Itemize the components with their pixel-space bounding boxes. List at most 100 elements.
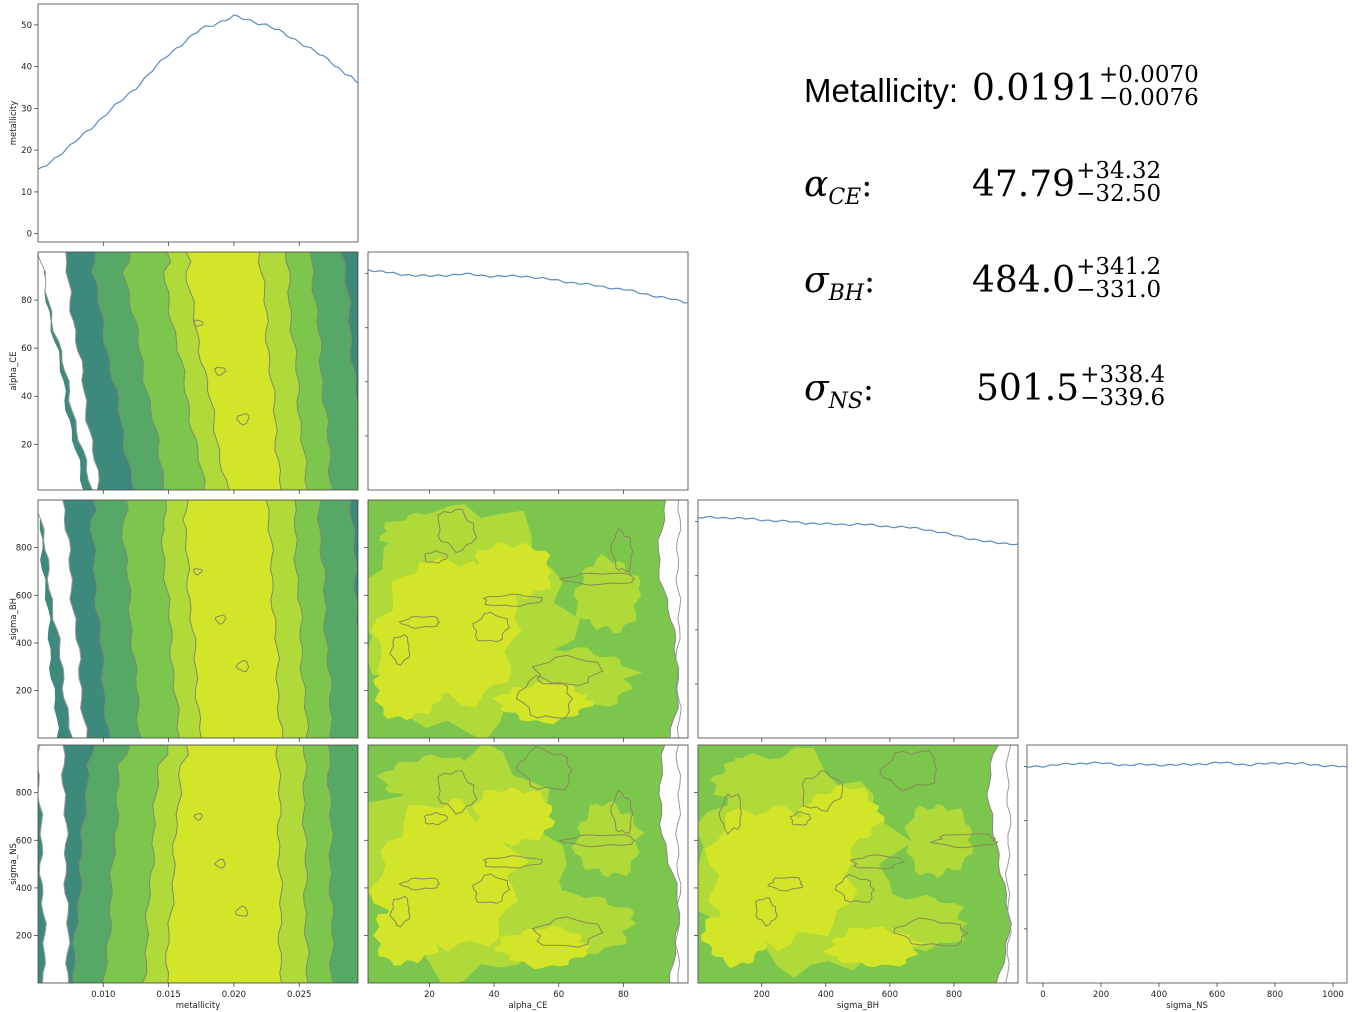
density-metallicity-vs-sigma_NS-island-contour	[193, 812, 203, 821]
density-metallicity-vs-sigma_BH-y-tick-label: 400	[16, 639, 32, 649]
density-metallicity-vs-sigma_NS-y-tick-label: 600	[16, 836, 32, 846]
density-alpha_CE-vs-sigma_BH-contour-line	[389, 633, 411, 666]
density-sigma_BH-vs-sigma_NS-density-blob	[710, 753, 812, 806]
sigma-bh-summary-label: σBH:	[804, 260, 876, 306]
density-metallicity-vs-sigma_BH-outer-contour	[38, 500, 88, 738]
density-alpha_CE-vs-sigma_BH-density-blob	[472, 542, 553, 602]
sigma-ns-summary-value: 501.5 +338.4 −339.6	[976, 362, 1166, 411]
metallicity-summary-value: 0.0191 +0.0070 −0.0076	[972, 62, 1199, 111]
hist-y-tick-label: 20	[21, 146, 32, 156]
density-alpha_CE-vs-sigma_NS-contour-line	[482, 855, 543, 869]
alpha_CE-y-axis-label: alpha_CE	[9, 351, 19, 390]
density-metallicity-vs-alpha_CE-island-contour	[193, 319, 204, 327]
marginal-frame-sigma_BH	[697, 499, 1019, 739]
marginal-line-metallicity	[37, 14, 359, 170]
density-alpha_CE-vs-sigma_NS-contour-line	[531, 916, 604, 948]
sigma_BH-y-axis-label: sigma_BH	[9, 598, 19, 640]
density-metallicity-vs-sigma_NS-x-tick-label: 0.010	[91, 990, 115, 1000]
density-alpha_CE-vs-sigma_BH-frame	[367, 499, 689, 739]
density-metallicity-vs-sigma_NS-y-tick-label: 800	[16, 789, 32, 799]
density-sigma_BH-vs-sigma_NS-x-tick-label: 400	[818, 990, 834, 1000]
density-alpha_CE-vs-sigma_BH-panel	[368, 500, 688, 738]
density-alpha_CE-vs-sigma_NS-density-blob	[571, 801, 645, 878]
density-alpha_CE-vs-sigma_BH-density-blob	[379, 508, 481, 563]
density-sigma_BH-vs-sigma_NS-contour-line	[834, 874, 875, 904]
density-alpha_CE-vs-sigma_BH-contour-line	[610, 527, 634, 573]
density-sigma_BH-vs-sigma_NS-contour-line	[801, 769, 844, 812]
density-alpha_CE-vs-sigma_NS-frame	[367, 744, 689, 984]
density-metallicity-vs-alpha_CE-frame	[37, 251, 359, 491]
sigma-ns-x-tick-label: 400	[1151, 990, 1167, 1000]
hist-y-tick-label: 30	[21, 104, 32, 114]
density-sigma_BH-vs-sigma_NS-edge-contour	[986, 745, 1018, 983]
alpha_CE-x-axis-label: alpha_CE	[508, 1001, 547, 1011]
alpha-ce-plus-error: +34.32	[1076, 158, 1162, 184]
marginal-frame-metallicity	[37, 3, 359, 243]
density-metallicity-vs-sigma_NS-x-tick-label: 0.020	[222, 990, 246, 1000]
density-metallicity-vs-sigma_BH-y-tick-label: 200	[16, 687, 32, 697]
density-alpha_CE-vs-sigma_BH-density-blob	[373, 660, 443, 721]
density-metallicity-vs-sigma_NS-panel	[38, 745, 358, 983]
density-alpha_CE-vs-sigma_BH-contour-line	[482, 593, 543, 607]
density-alpha_CE-vs-sigma_BH-contour-line	[531, 654, 604, 687]
density-alpha_CE-vs-sigma_BH-edge-contour	[657, 500, 688, 738]
density-sigma_BH-vs-sigma_NS-contour-line	[879, 750, 937, 792]
density-sigma_BH-vs-sigma_NS-frame	[697, 744, 1019, 984]
sigma-ns-summary-label: σNS:	[804, 368, 875, 414]
sigma_NS-y-axis-label: sigma_NS	[9, 843, 19, 885]
alpha-ce-summary-value: 47.79 +34.32 −32.50	[972, 158, 1162, 207]
marginal-line-sigma_NS	[1026, 761, 1348, 768]
density-sigma_BH-vs-sigma_NS-contour-line	[849, 854, 906, 870]
sigma-ns-x-tick-label: 200	[1093, 990, 1109, 1000]
density-alpha_CE-vs-sigma_NS-contour-line	[398, 877, 441, 891]
metallicity-minus-error: −0.0076	[1098, 85, 1199, 111]
density-alpha_CE-vs-sigma_NS-x-tick-label: 20	[424, 990, 435, 1000]
density-metallicity-vs-sigma_NS-level-4	[165, 745, 284, 983]
sigma-bh-summary-value: 484.0 +341.2 −331.0	[972, 254, 1162, 303]
marginal-frame-alpha_CE	[367, 251, 689, 491]
sigma-ns-x-tick-label: 0	[1040, 990, 1045, 1000]
density-alpha_CE-vs-sigma_NS-x-tick-label: 60	[553, 990, 564, 1000]
density-sigma_BH-vs-sigma_NS-x-tick-label: 600	[882, 990, 898, 1000]
density-alpha_CE-vs-sigma_BH-contour-line	[515, 675, 574, 720]
density-metallicity-vs-alpha_CE-y-tick-label: 40	[21, 392, 32, 402]
density-metallicity-vs-sigma_NS-island-contour	[235, 905, 249, 917]
metallicity-summary: Metallicity: 0.0191 +0.0070 −0.0076	[800, 60, 1320, 120]
metallicity-x-axis-label: metallicity	[176, 1001, 221, 1011]
density-sigma_BH-vs-sigma_NS-x-tick-label: 200	[754, 990, 770, 1000]
density-metallicity-vs-alpha_CE-panel	[38, 252, 358, 490]
density-alpha_CE-vs-sigma_NS-density-blob	[494, 926, 590, 970]
density-metallicity-vs-sigma_NS-island-contour	[214, 858, 226, 869]
metallicity-plus-error: +0.0070	[1098, 62, 1199, 88]
sigma-bh-summary: σBH: 484.0 +341.2 −331.0	[800, 252, 1320, 312]
density-sigma_BH-vs-sigma_NS-density-blob	[797, 785, 885, 850]
density-metallicity-vs-sigma_NS-x-tick-label: 0.025	[287, 990, 311, 1000]
density-alpha_CE-vs-sigma_NS-contour-line	[610, 789, 634, 834]
density-alpha_CE-vs-sigma_NS-density-blob	[472, 786, 556, 847]
density-metallicity-vs-sigma_BH-y-tick-label: 600	[16, 591, 32, 601]
density-sigma_BH-vs-sigma_NS-contour-line	[718, 793, 742, 836]
density-alpha_CE-vs-sigma_NS-right-contour	[674, 745, 688, 983]
alpha-ce-minus-error: −32.50	[1076, 181, 1162, 207]
hist-y-tick-label: 10	[21, 188, 32, 198]
sigma-ns-x-tick-label: 1000	[1322, 990, 1344, 1000]
density-metallicity-vs-alpha_CE-y-tick-label: 60	[21, 344, 32, 354]
density-metallicity-vs-alpha_CE-island-contour	[236, 412, 250, 426]
density-metallicity-vs-alpha_CE-y-tick-label: 20	[21, 440, 32, 450]
density-metallicity-vs-sigma_BH-island-contour	[235, 660, 250, 673]
density-alpha_CE-vs-sigma_BH-contour-line	[398, 615, 441, 629]
sigma_BH-x-axis-label: sigma_BH	[837, 1001, 879, 1011]
posterior-summary: Metallicity: 0.0191 +0.0070 −0.0076 αCE: 4…	[800, 60, 1320, 440]
sigma-ns-x-tick-label: 600	[1209, 990, 1225, 1000]
density-alpha_CE-vs-sigma_NS-x-tick-label: 80	[618, 990, 629, 1000]
density-metallicity-vs-sigma_NS-frame	[37, 744, 359, 984]
density-alpha_CE-vs-sigma_BH-contour-line	[558, 572, 636, 586]
marginal-frame-sigma_NS	[1026, 744, 1348, 984]
density-metallicity-vs-sigma_NS-outer-contour	[38, 745, 71, 983]
density-alpha_CE-vs-sigma_NS-contour-line	[423, 811, 448, 826]
density-sigma_BH-vs-sigma_NS-density-blob	[823, 926, 926, 968]
density-metallicity-vs-sigma_NS-y-tick-label: 400	[16, 884, 32, 894]
density-alpha_CE-vs-sigma_NS-contour-line	[437, 770, 478, 815]
density-metallicity-vs-alpha_CE-island-contour	[214, 366, 227, 376]
sigma-bh-minus-error: −331.0	[1076, 277, 1162, 303]
